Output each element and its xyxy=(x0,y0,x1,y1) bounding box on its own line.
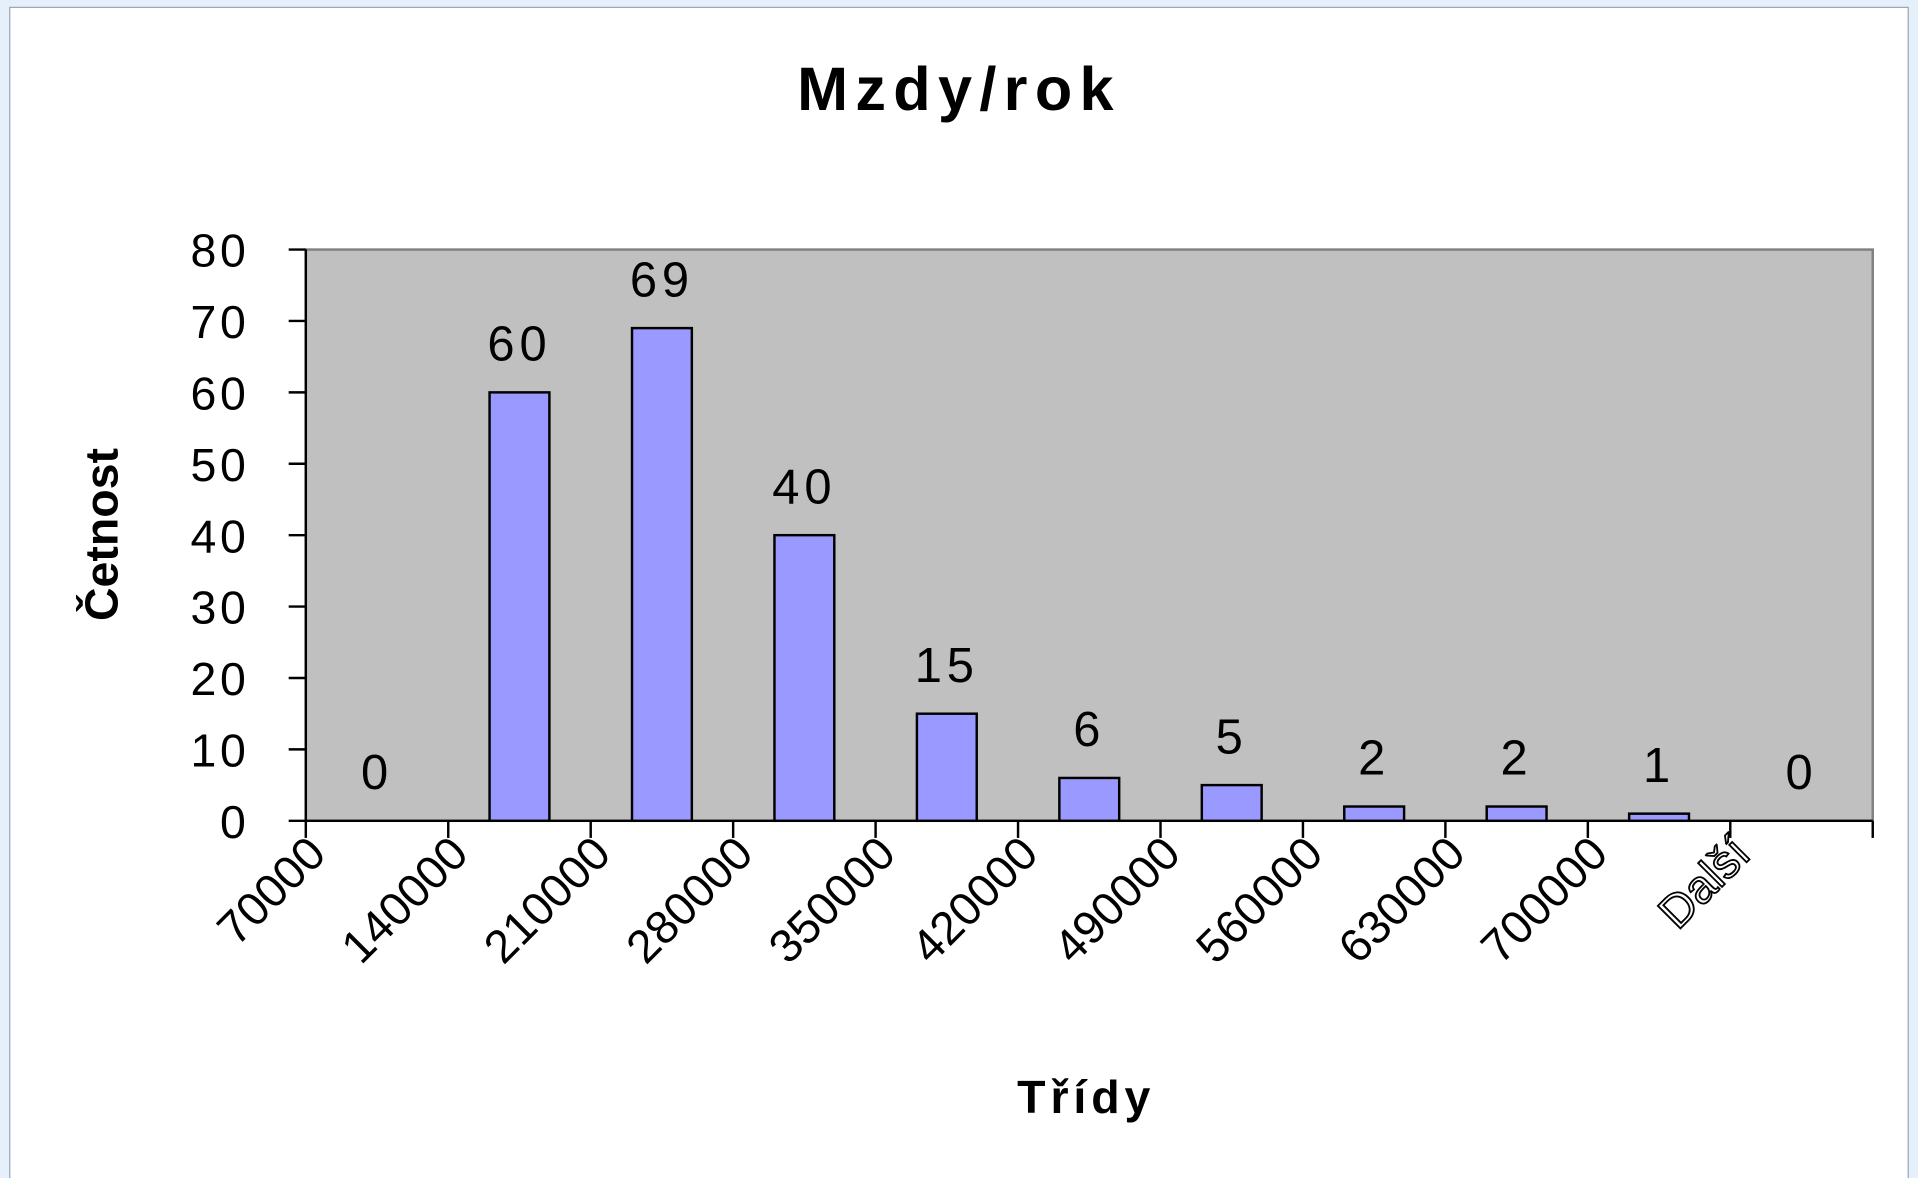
data-label: 0 xyxy=(1785,746,1817,800)
y-axis-title: Četnost xyxy=(75,448,127,621)
data-label: 69 xyxy=(630,253,694,307)
data-label: 0 xyxy=(361,746,393,800)
data-label: 2 xyxy=(1501,732,1533,786)
y-tick-label: 10 xyxy=(191,725,250,777)
y-tick-label: 30 xyxy=(191,582,250,634)
y-tick-label: 50 xyxy=(191,439,250,491)
bar xyxy=(1627,812,1691,823)
y-tick-label: 70 xyxy=(191,296,250,348)
bar xyxy=(1200,783,1263,823)
y-tick-label: 40 xyxy=(191,510,250,562)
y-tick-label: 0 xyxy=(220,796,250,848)
data-label: 1 xyxy=(1643,739,1675,793)
x-axis-title: Třídy xyxy=(1017,1071,1155,1123)
bar xyxy=(1058,776,1121,823)
data-label: 15 xyxy=(915,639,979,693)
bar xyxy=(1343,805,1406,823)
y-tick-label: 60 xyxy=(191,367,250,419)
y-tick-label: 80 xyxy=(191,225,250,277)
bar xyxy=(1485,805,1548,823)
data-label: 40 xyxy=(772,460,836,514)
data-label: 6 xyxy=(1073,703,1105,757)
chart-title: Mzdy/rok xyxy=(797,55,1121,123)
bar xyxy=(488,391,551,823)
bar xyxy=(630,326,694,823)
data-label: 5 xyxy=(1216,710,1248,764)
data-label: 60 xyxy=(487,318,551,372)
y-tick-label: 20 xyxy=(191,653,250,705)
bar xyxy=(915,712,978,823)
data-label: 2 xyxy=(1358,732,1390,786)
bar xyxy=(773,533,836,823)
